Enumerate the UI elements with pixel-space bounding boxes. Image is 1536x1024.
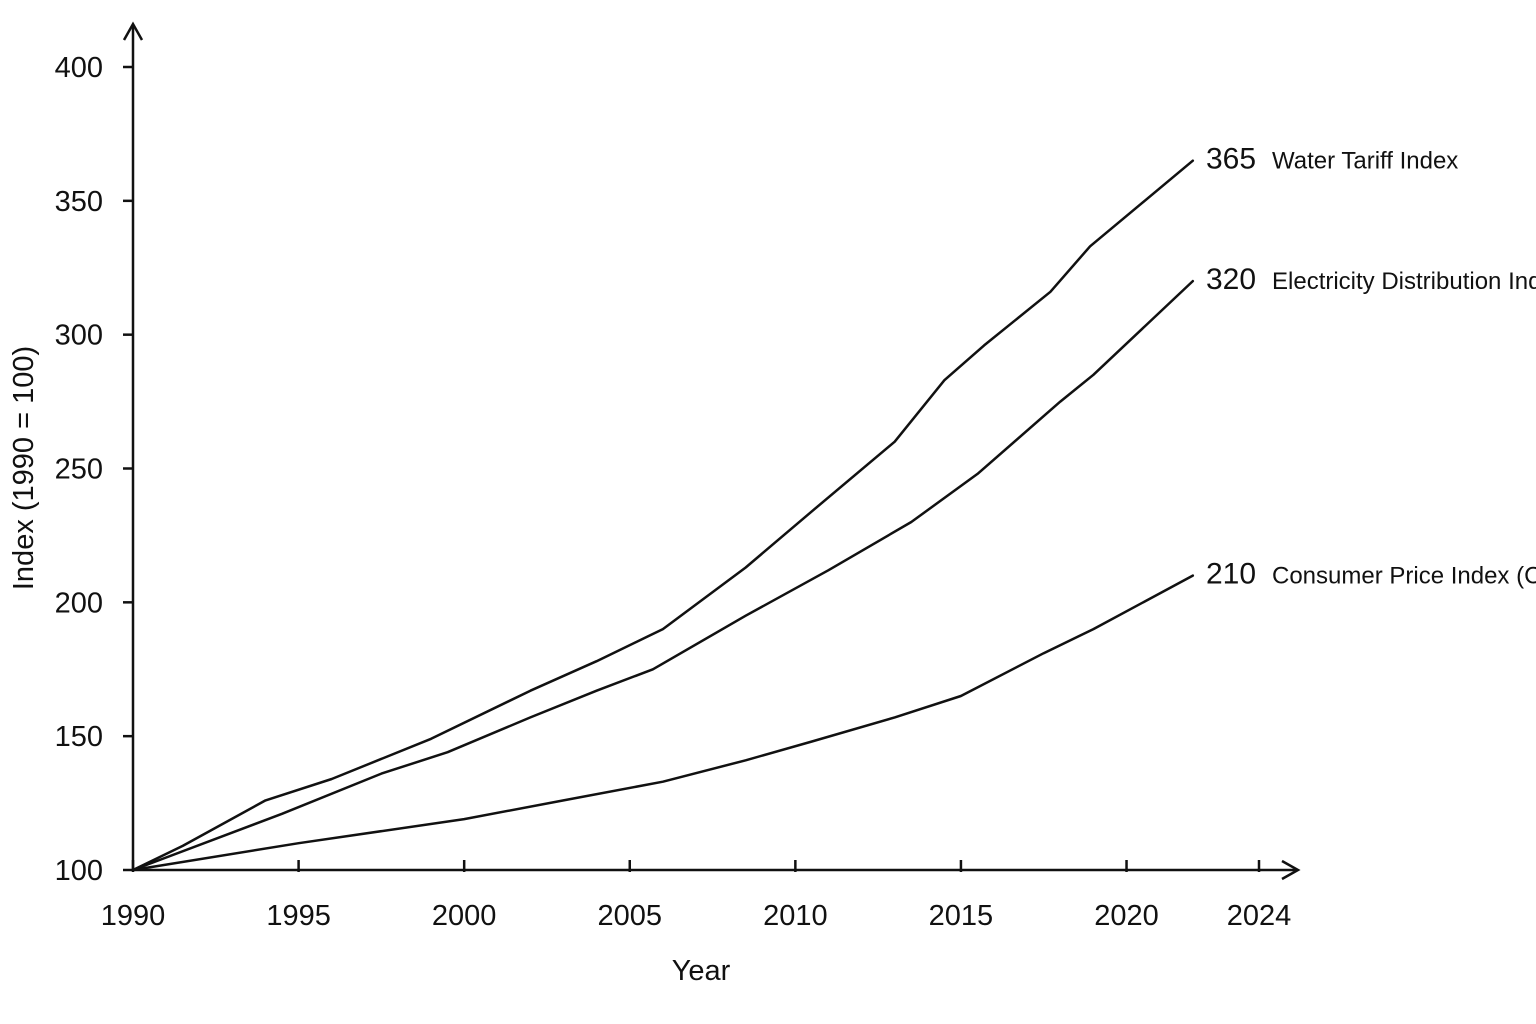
- x-ticks: 1990 1995 2000 2005 2010 2015 2020 2024: [101, 860, 1292, 932]
- y-axis: [122, 21, 144, 870]
- y-tick-label: 200: [55, 587, 103, 619]
- series-name-label: Consumer Price Index (CPI): [1272, 563, 1536, 590]
- x-tick-label: 2005: [598, 900, 663, 932]
- y-axis-title: Index (1990 = 100): [8, 346, 40, 590]
- y-tick-label: 300: [55, 320, 103, 352]
- series-line-3: [131, 574, 1195, 872]
- y-axis-arrowhead: [122, 21, 144, 41]
- series-end-labels: 365 Water Tariff Index 320 Electricity Dist…: [1206, 143, 1536, 591]
- series-name-label: Electricity Distribution Index: [1272, 268, 1536, 295]
- y-ticks: 100 150 200 250 300 350 400: [55, 52, 133, 887]
- y-tick-label: 400: [55, 52, 103, 84]
- series-name-label: Water Tariff Index: [1272, 148, 1458, 175]
- x-tick-label: 1990: [101, 900, 166, 932]
- x-tick-label: 2020: [1094, 900, 1159, 932]
- x-tick-label: 2010: [763, 900, 828, 932]
- series-end-value: 210: [1206, 558, 1256, 591]
- x-axis-arrowhead: [1281, 859, 1301, 881]
- y-tick-label: 250: [55, 454, 103, 486]
- y-tick-label: 150: [55, 721, 103, 753]
- x-tick-label: 2000: [432, 900, 497, 932]
- series-line-2: [131, 279, 1195, 872]
- series-end-value: 320: [1206, 263, 1256, 296]
- y-tick-label: 350: [55, 186, 103, 218]
- series-end-value: 365: [1206, 143, 1256, 176]
- x-tick-label: 1995: [266, 900, 331, 932]
- series-line-1: [131, 159, 1195, 872]
- series-lines: [131, 159, 1195, 872]
- x-axis-title: Year: [672, 955, 731, 987]
- x-tick-label: 2015: [929, 900, 994, 932]
- x-axis: [133, 859, 1301, 881]
- x-tick-label: 2024: [1227, 900, 1292, 932]
- y-tick-label: 100: [55, 855, 103, 887]
